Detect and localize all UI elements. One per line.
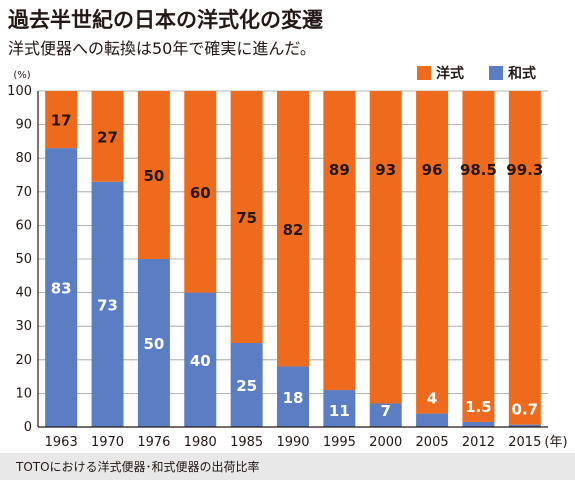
chart-title: 過去半世紀の日本の洋式化の変遷 <box>8 8 323 32</box>
bar-western <box>416 91 449 414</box>
x-tick-label: 1970 <box>91 435 124 450</box>
bar-japanese <box>184 292 217 427</box>
chart-subtitle: 洋式便器への転換は50年で確実に進んだ。 <box>8 39 316 58</box>
bar-western <box>508 91 541 425</box>
bar-japanese <box>91 181 124 427</box>
data-label-western: 89 <box>329 161 350 179</box>
bar-western <box>184 91 217 293</box>
x-tick-label: 2005 <box>416 435 449 450</box>
x-tick-label: 2012 <box>462 435 495 450</box>
bar-japanese <box>462 421 495 427</box>
data-label-japanese: 4 <box>427 390 437 408</box>
bars <box>45 91 541 427</box>
y-tick-label: 80 <box>15 151 32 166</box>
y-tick-label: 60 <box>15 218 32 233</box>
footnote-band <box>0 453 575 480</box>
y-axis-unit: (%) <box>13 70 30 81</box>
x-tick-label: 1985 <box>230 435 263 450</box>
bar-western <box>91 91 124 182</box>
x-tick-label: 1990 <box>276 435 309 450</box>
y-tick-label: 40 <box>15 286 32 301</box>
x-tick-label: 1976 <box>137 435 170 450</box>
data-label-western: 93 <box>375 161 396 179</box>
legend: 洋式 和式 <box>417 65 536 82</box>
bar-western <box>277 91 309 367</box>
data-label-japanese: 50 <box>143 335 164 353</box>
x-tick-label: 1995 <box>323 435 356 450</box>
y-tick-label: 90 <box>15 118 32 133</box>
y-tick-label: 100 <box>7 84 32 99</box>
y-tick-label: 10 <box>15 386 32 401</box>
y-tick-label: 30 <box>15 319 32 334</box>
data-label-western: 99.3 <box>506 161 543 179</box>
data-label-japanese: 73 <box>97 296 118 314</box>
data-label-western: 50 <box>143 167 164 185</box>
bar-japanese <box>416 413 449 427</box>
data-label-western: 82 <box>283 221 304 239</box>
data-label-japanese: 40 <box>190 352 211 370</box>
data-label-japanese: 11 <box>329 402 350 420</box>
axes: 0 10 20 30 40 50 60 70 80 90 100 (%) 1963 1970 1976 198… <box>7 70 567 450</box>
data-label-japanese: 18 <box>283 389 304 407</box>
bar-western <box>45 91 78 149</box>
bar-western <box>369 91 402 404</box>
data-label-western: 17 <box>51 112 72 130</box>
data-label-japanese: 7 <box>381 402 391 420</box>
y-tick-label: 70 <box>15 185 32 200</box>
x-tick-label: 1963 <box>45 435 78 450</box>
data-label-japanese: 0.7 <box>512 401 539 419</box>
y-tick-label: 0 <box>24 420 32 435</box>
data-label-western: 27 <box>97 128 118 146</box>
legend-label-japanese: 和式 <box>508 65 536 82</box>
data-labels: 17 83 27 73 50 50 60 40 75 25 82 18 89 11 93 7 96 4 98.5 1.… <box>51 112 544 420</box>
bar-japanese <box>45 148 78 427</box>
data-label-western: 75 <box>236 209 257 227</box>
data-label-western: 96 <box>422 161 443 179</box>
bar-western <box>230 91 263 343</box>
legend-swatch-western <box>417 66 431 80</box>
bar-japanese <box>277 366 309 427</box>
data-label-western: 60 <box>190 184 211 202</box>
bar-japanese <box>323 390 356 427</box>
bar-western <box>323 91 356 391</box>
y-tick-label: 20 <box>15 353 32 368</box>
legend-label-western: 洋式 <box>436 65 464 82</box>
x-tick-label: 1980 <box>184 435 217 450</box>
data-label-western: 98.5 <box>460 161 497 179</box>
data-label-japanese: 25 <box>236 377 257 395</box>
x-tick-label: 2000 <box>369 435 402 450</box>
bar-western <box>462 91 495 422</box>
y-tick-label: 50 <box>15 252 32 267</box>
data-label-japanese: 1.5 <box>465 398 492 416</box>
x-axis-unit: (年) <box>544 435 567 450</box>
bar-japanese <box>230 343 263 427</box>
x-tick-label: 2015 <box>508 435 541 450</box>
bar-japanese <box>508 424 541 427</box>
bar-japanese <box>137 259 170 427</box>
footnote: TOTOにおける洋式便器･和式便器の出荷比率 <box>16 460 260 474</box>
bar-japanese <box>369 403 402 427</box>
legend-swatch-japanese <box>489 66 503 80</box>
bar-western <box>137 91 170 259</box>
data-label-japanese: 83 <box>51 280 72 298</box>
